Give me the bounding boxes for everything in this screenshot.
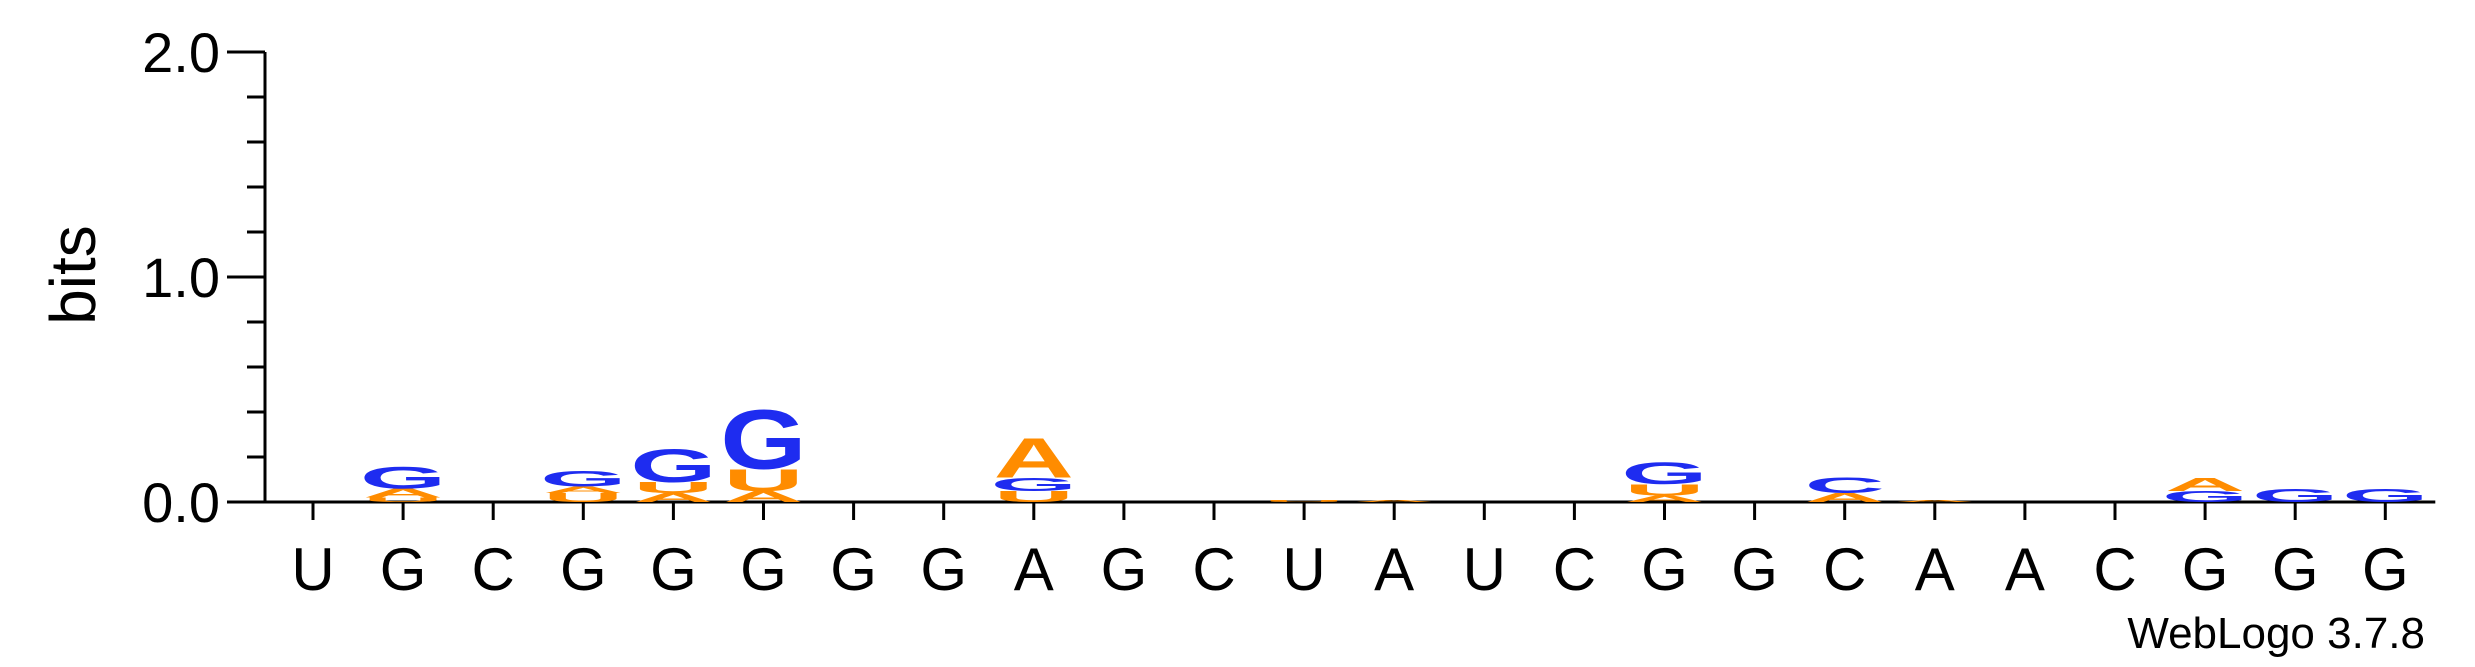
sequence-residue-label: G [920, 536, 967, 603]
logo-letter-g: G [1621, 456, 1707, 491]
logo-letter-u: U [633, 479, 713, 497]
y-tick-label: 2.0 [142, 21, 220, 84]
logo-letter-g: G [2252, 485, 2338, 506]
sequence-residue-label: U [1282, 536, 1325, 603]
sequence-residue-label: G [380, 536, 427, 603]
y-tick-label: 1.0 [142, 246, 220, 309]
sequence-residue-label: G [830, 536, 877, 603]
logo-letter-a: A [363, 486, 443, 500]
sequence-residue-label: U [1463, 536, 1506, 603]
weblogo-credit: WebLogo 3.7.8 [2127, 609, 2425, 658]
sequence-residue-label: U [291, 536, 334, 603]
sequence-residue-label: G [1731, 536, 1778, 603]
logo-letter-g: G [2162, 488, 2248, 506]
y-axis-title: bits [37, 225, 109, 325]
sequence-residue-label: G [740, 536, 787, 603]
sequence-residue-label: G [1101, 536, 1148, 603]
logo-letter-a: A [1895, 499, 1975, 502]
logo-letter-g: G [540, 467, 626, 491]
sequence-residue-label: C [1553, 536, 1596, 603]
logo-letter-c: C [1805, 473, 1885, 497]
y-axis: 0.0 1.0 2.0 [142, 21, 267, 534]
logo-letter-a: A [543, 485, 623, 495]
sequence-residue-label: A [2005, 536, 2045, 603]
logo-letter-a: A [633, 491, 713, 505]
logo-letter-u: U [363, 496, 443, 503]
logo-letter-u: U [543, 491, 623, 505]
logo-letter-a: A [1624, 494, 1704, 504]
sequence-residue-label: G [560, 536, 607, 603]
logo-letter-u: U [994, 488, 1074, 506]
logo-letter-g: G [991, 474, 1077, 495]
logo-letter-a: A [994, 426, 1074, 489]
logo-letter-u: U [1624, 481, 1704, 499]
logo-letter-g: G [360, 461, 446, 496]
sequence-residue-label: C [472, 536, 515, 603]
sequence-residue-label: C [1192, 536, 1235, 603]
sequence-residue-label: A [1374, 536, 1414, 603]
logo-letter-a: A [723, 488, 803, 506]
sequence-residue-label: G [2362, 536, 2409, 603]
logo-letter-g: G [2342, 485, 2428, 506]
sequence-residue-label: C [1823, 536, 1866, 603]
sequence-residue-label: C [2093, 536, 2136, 603]
logo-letter-u: U [1264, 499, 1344, 502]
sequence-residue-label: G [2272, 536, 2319, 603]
logo-letter-a: A [1805, 491, 1885, 505]
sequence-residue-label: G [1641, 536, 1688, 603]
logo-letter-a: A [2165, 474, 2245, 495]
sequence-residue-label: A [1014, 536, 1054, 603]
logo-letter-a: A [1354, 499, 1434, 502]
logo-letter-g: G [720, 392, 806, 486]
sequence-residue-label: A [1915, 536, 1955, 603]
sequence-residue-label: G [2182, 536, 2229, 603]
logo-letter-u: U [723, 463, 803, 498]
y-tick-label: 0.0 [142, 471, 220, 534]
logo-letter-g: G [630, 440, 716, 492]
sequence-residue-label: G [650, 536, 697, 603]
